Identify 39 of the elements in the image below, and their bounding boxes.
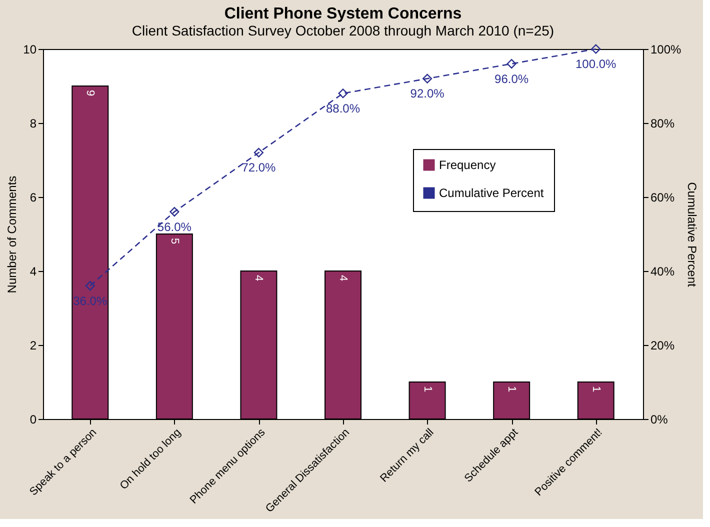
y2-axis-title: Cumulative Percent — [685, 182, 700, 288]
point — [254, 148, 264, 158]
y-tick-label: 0 — [30, 412, 37, 426]
chart-title: Client Phone System Concerns — [224, 5, 462, 22]
legend-label: Frequency — [439, 158, 496, 172]
data-label: 4 — [252, 275, 265, 282]
legend-label: Cumulative Percent — [439, 186, 544, 200]
data-label: 100.0% — [576, 57, 617, 71]
y-tick-label: 6 — [30, 190, 37, 204]
point — [170, 207, 180, 217]
y-tick-label: 8 — [30, 116, 37, 130]
data-label: 56.0% — [157, 220, 192, 234]
point — [506, 59, 516, 69]
data-label: 36.0% — [73, 294, 108, 308]
y-tick-label: 10 — [23, 42, 37, 56]
y-tick-label: 4 — [30, 264, 37, 278]
data-label: 4 — [337, 275, 349, 282]
data-label: 1 — [506, 386, 518, 392]
point — [338, 88, 348, 98]
data-label: 92.0% — [410, 86, 445, 101]
point — [591, 44, 601, 54]
y-tick-label: 2 — [30, 338, 37, 352]
data-label: 72.0% — [242, 160, 276, 175]
data-label: 9 — [84, 90, 96, 96]
point — [422, 74, 432, 84]
y2-tick-label: 40% — [650, 264, 675, 278]
y-axis-title: Number of Comments — [5, 176, 20, 294]
data-label: 1 — [590, 386, 602, 392]
y2-tick-label: 100% — [650, 42, 682, 56]
y2-tick-label: 80% — [650, 116, 675, 130]
y2-tick-label: 60% — [650, 190, 675, 204]
data-label: 88.0% — [326, 101, 360, 116]
point — [85, 281, 95, 291]
y2-tick-label: 0% — [650, 412, 668, 426]
data-label: 1 — [421, 386, 434, 392]
data-label: 96.0% — [494, 72, 529, 86]
y2-tick-label: 20% — [650, 338, 675, 352]
data-label: 5 — [168, 238, 180, 244]
chart-subtitle: Client Satisfaction Survey October 2008 through March 2010 (n=25) — [132, 22, 554, 38]
